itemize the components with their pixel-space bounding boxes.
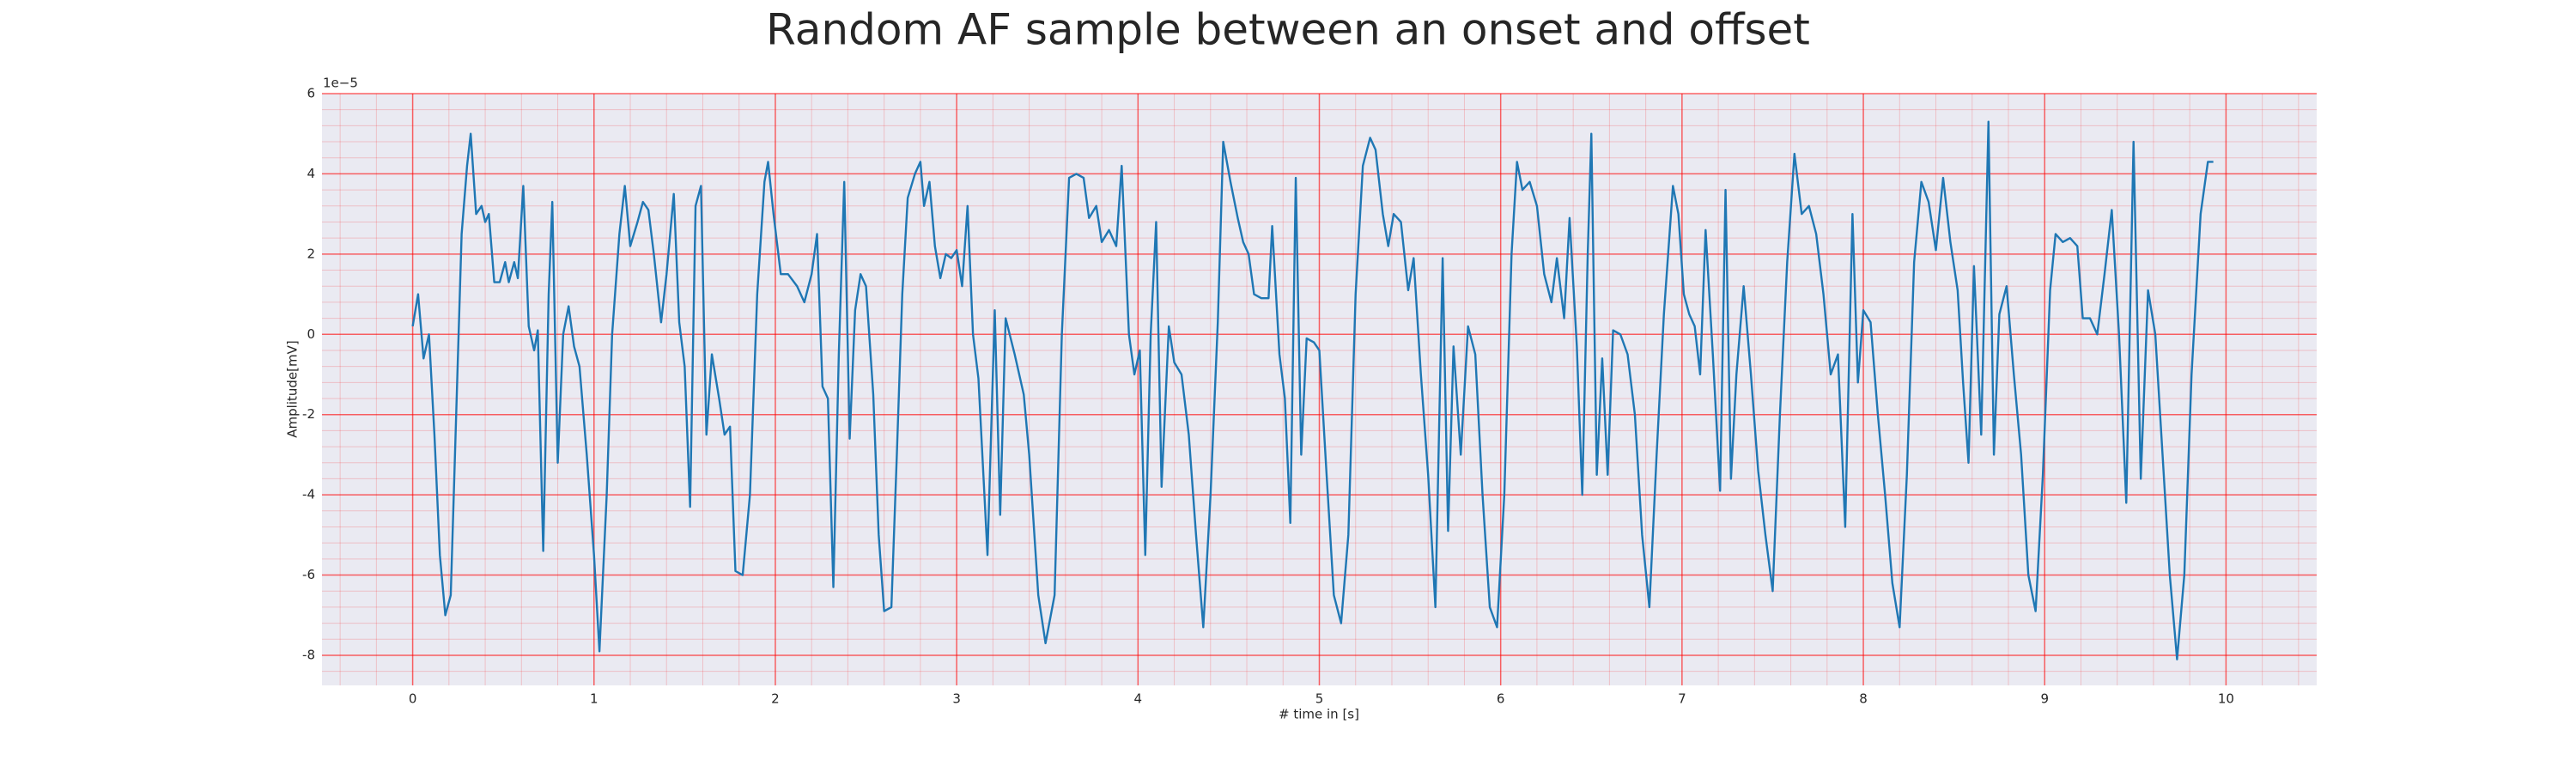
- x-tick-label: 10: [2218, 691, 2234, 707]
- y-tick-label: 0: [307, 326, 315, 342]
- x-tick-label: 0: [409, 691, 417, 707]
- plot-area: 0 1 2 3 4 5 6 7 8 9 10 -8 -6 -4 -2 0 2 4 6: [302, 86, 2317, 707]
- x-tick-label: 3: [952, 691, 961, 707]
- x-axis-label: # time in [s]: [1279, 707, 1359, 722]
- offset-label: 1e−5: [323, 76, 358, 91]
- y-tick-label: 4: [307, 166, 315, 181]
- chart-title: Random AF sample between an onset and of…: [766, 5, 1810, 55]
- y-tick-label: 6: [307, 86, 315, 101]
- y-tick-label: -6: [302, 567, 315, 582]
- y-tick-label: -8: [302, 647, 315, 662]
- x-tick-label: 8: [1859, 691, 1868, 707]
- x-tick-label: 2: [771, 691, 780, 707]
- x-tick-label: 9: [2040, 691, 2049, 707]
- x-tick-label: 7: [1678, 691, 1686, 707]
- line: [411, 120, 2214, 660]
- y-tick-label: -4: [302, 487, 315, 502]
- y-axis-label: Amplitude[mV]: [285, 340, 301, 437]
- x-tick-label: 4: [1134, 691, 1143, 707]
- y-tick-label: -2: [302, 406, 315, 422]
- x-tick-label: 6: [1497, 691, 1505, 707]
- y-tick-label: 2: [307, 246, 315, 261]
- x-tick-label: 1: [590, 691, 598, 707]
- x-tick-label: 5: [1315, 691, 1324, 707]
